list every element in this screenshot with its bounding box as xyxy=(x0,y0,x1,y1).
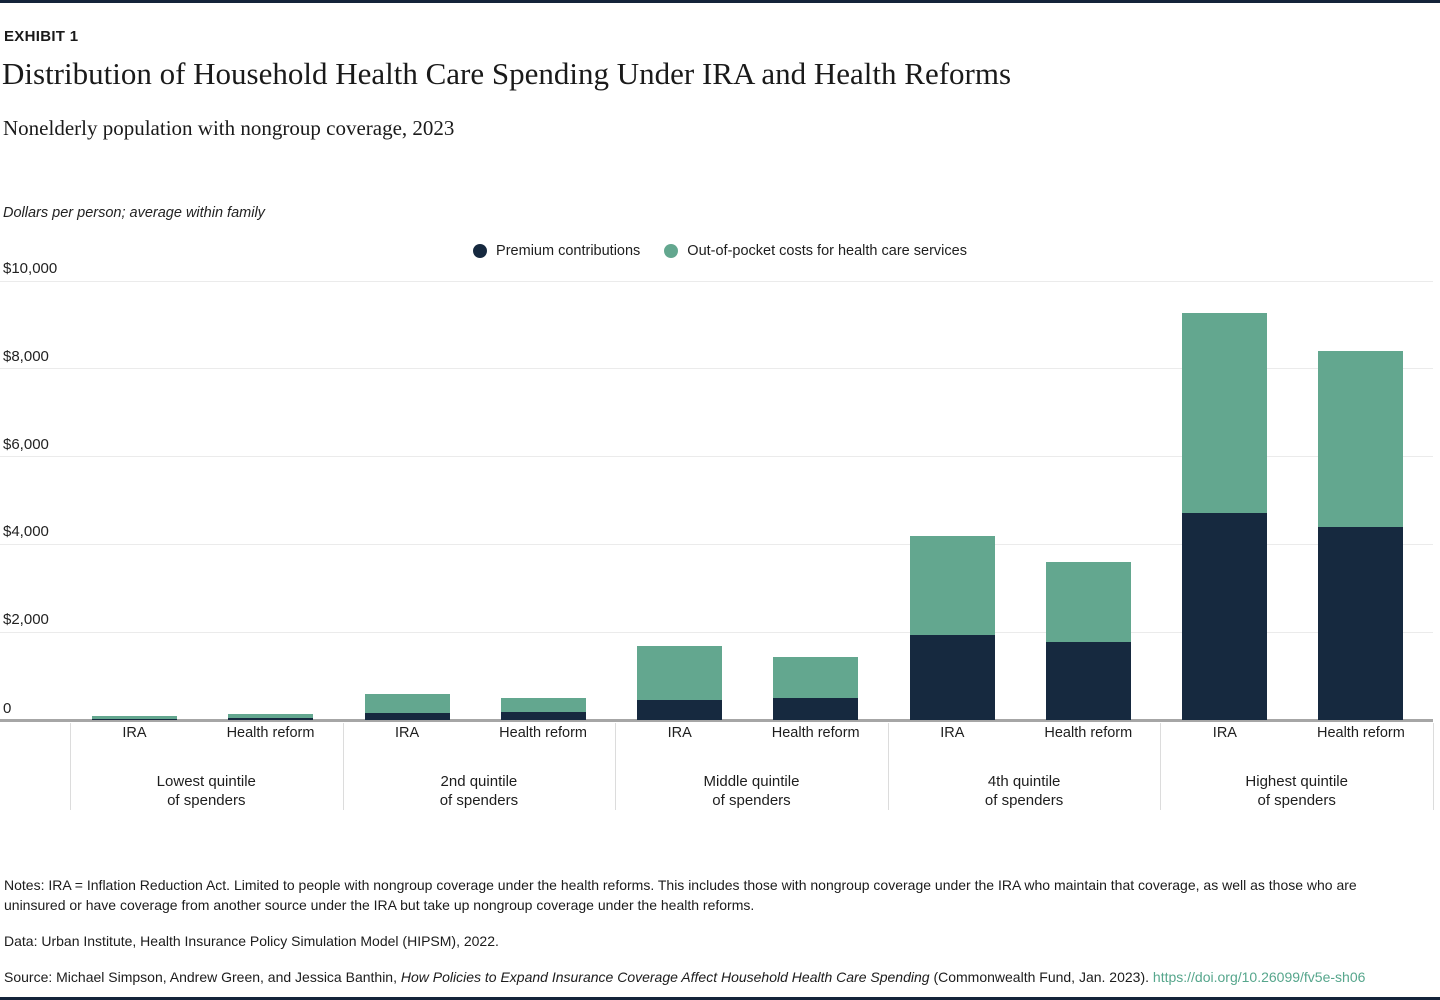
x-axis-group-label: Middle quintile of spenders xyxy=(642,773,862,810)
bar-segment-premium xyxy=(92,718,177,720)
top-border xyxy=(0,0,1440,3)
bar-segment-oop xyxy=(364,694,450,713)
gridline xyxy=(0,456,1433,458)
units-note: Dollars per person; average within famil… xyxy=(3,205,265,221)
data-credit-text: Data: Urban Institute, Health Insurance … xyxy=(4,933,499,949)
y-axis-tick-label: $8,000 xyxy=(3,347,49,365)
oop-swatch-icon xyxy=(664,244,679,258)
y-axis-tick-label: $4,000 xyxy=(3,523,49,541)
bar-segment-oop xyxy=(1318,351,1404,527)
x-axis-group-label: Lowest quintile of spenders xyxy=(96,773,316,810)
bar-segment-premium xyxy=(773,697,859,720)
bar-segment-oop xyxy=(92,716,177,719)
gridline xyxy=(0,631,1433,633)
source-suffix: (Commonwealth Fund, Jan. 2023). xyxy=(929,969,1153,985)
bar-segment-premium xyxy=(228,718,313,720)
x-axis-group-label-line2: of spenders xyxy=(167,791,246,809)
x-axis-separator xyxy=(70,723,71,810)
x-axis-bar-label: Health reform xyxy=(499,725,588,741)
x-axis-separator xyxy=(887,723,889,810)
gridline xyxy=(0,368,1433,370)
exhibit-label: EXHIBIT 1 xyxy=(4,28,79,45)
legend-label: Out-of-pocket costs for health care serv… xyxy=(687,243,967,259)
x-axis-separator xyxy=(1433,723,1434,810)
x-axis-bar-label: IRA xyxy=(1212,725,1237,741)
bar-segment-oop xyxy=(773,657,859,698)
bar-segment-premium xyxy=(909,635,995,720)
source-prefix: Source: Michael Simpson, Andrew Green, a… xyxy=(4,969,401,985)
chart-legend: Premium contributions Out-of-pocket cost… xyxy=(0,243,1440,259)
gridline xyxy=(0,280,1433,282)
x-axis-group-label: 4th quintile of spenders xyxy=(914,773,1134,810)
bar-segment-oop xyxy=(228,713,313,719)
x-axis-line xyxy=(0,719,1433,722)
x-axis-group-label: Highest quintile of spenders xyxy=(1187,773,1407,810)
bar-segment-oop xyxy=(637,646,723,700)
x-axis-bar-label: Health reform xyxy=(1316,725,1405,741)
doi-link[interactable]: https://doi.org/10.26099/fv5e-sh06 xyxy=(1152,969,1366,985)
x-axis-separator xyxy=(615,723,617,810)
bar-segment-premium xyxy=(637,699,723,720)
notes-text: Notes: IRA = Inflation Reduction Act. Li… xyxy=(4,877,1357,913)
x-axis-bar-label: Health reform xyxy=(1044,725,1133,741)
bar-segment-oop xyxy=(500,698,586,713)
x-axis-bar-label: Health reform xyxy=(226,725,315,741)
bottom-border xyxy=(0,997,1440,1000)
x-axis-bar-label: Health reform xyxy=(771,725,860,741)
x-axis-separator xyxy=(342,723,344,810)
source-publication-title: How Policies to Expand Insurance Coverag… xyxy=(400,969,930,985)
bar-segment-oop xyxy=(1182,313,1268,513)
bar-segment-premium xyxy=(500,712,586,720)
premium-swatch-icon xyxy=(473,244,488,258)
x-axis-separator xyxy=(1160,723,1162,810)
page-title: Distribution of Household Health Care Sp… xyxy=(2,56,1012,91)
x-axis-group-label-line2: of spenders xyxy=(712,791,791,809)
x-axis-group-label-line2: of spenders xyxy=(984,791,1064,809)
x-axis-bar-label: IRA xyxy=(395,725,420,741)
bar-segment-premium xyxy=(1182,512,1268,720)
bar-segment-oop xyxy=(909,536,995,636)
gridline xyxy=(0,543,1433,545)
x-axis-bar-label: IRA xyxy=(667,725,692,741)
legend-item-oop: Out-of-pocket costs for health care serv… xyxy=(664,243,967,259)
page-subtitle: Nonelderly population with nongroup cove… xyxy=(3,116,455,140)
y-axis-tick-label: 0 xyxy=(3,700,12,717)
y-axis-tick-label: $10,000 xyxy=(3,260,58,277)
source-text: Source: Michael Simpson, Andrew Green, a… xyxy=(4,968,1365,988)
y-axis-tick-label: $2,000 xyxy=(3,611,49,629)
legend-label: Premium contributions xyxy=(496,243,641,259)
x-axis-bar-label: IRA xyxy=(122,725,147,741)
bar-segment-premium xyxy=(1318,526,1404,720)
x-axis-group-label-line2: of spenders xyxy=(439,791,519,809)
bar-segment-premium xyxy=(364,712,450,720)
y-axis-tick-label: $6,000 xyxy=(3,435,49,453)
x-axis-bar-label: IRA xyxy=(940,725,965,741)
x-axis-group-label: 2nd quintile of spenders xyxy=(369,773,589,810)
x-axis-group-label-line2: of spenders xyxy=(1257,791,1336,809)
bar-segment-premium xyxy=(1045,642,1131,720)
legend-item-premium: Premium contributions xyxy=(473,243,640,259)
bar-segment-oop xyxy=(1045,561,1131,643)
